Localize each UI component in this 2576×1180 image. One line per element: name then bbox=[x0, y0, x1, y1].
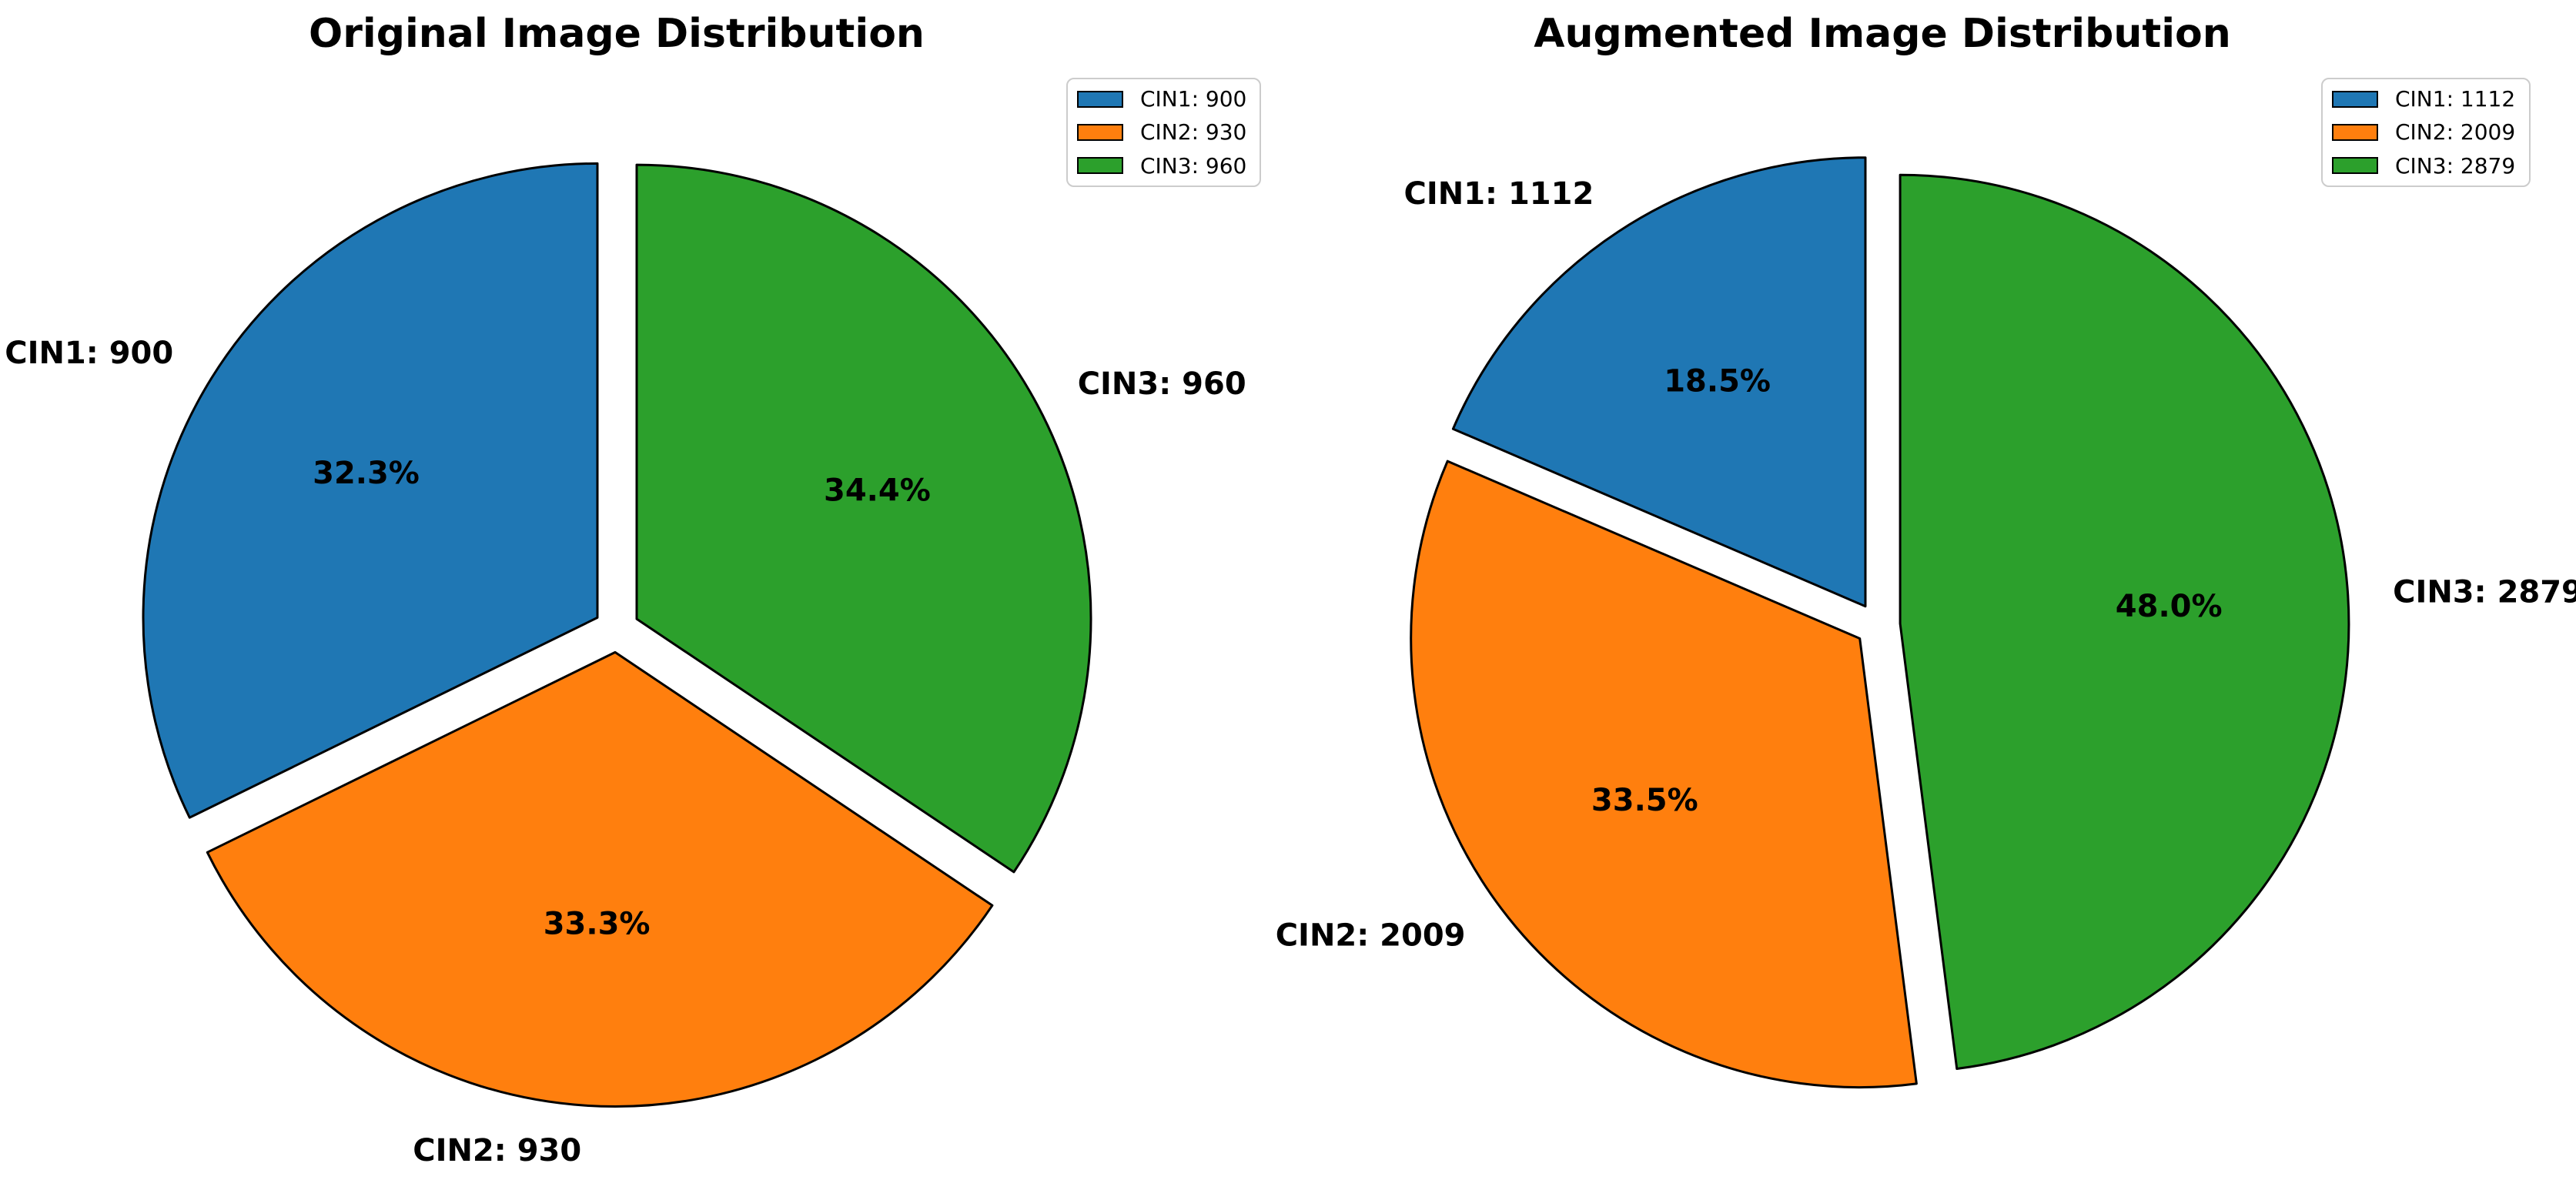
legend-item-cin2: CIN2: 2009 bbox=[2332, 115, 2520, 149]
pie-wedge-cin1 bbox=[142, 162, 599, 819]
pct-label-cin3: 48.0% bbox=[2116, 589, 2223, 624]
slice-label-cin1: CIN1: 1112 bbox=[1404, 176, 1594, 212]
pct-label-cin3: 34.4% bbox=[824, 473, 931, 509]
legend-swatch-cin2 bbox=[2332, 123, 2378, 141]
slice-label-cin2: CIN2: 930 bbox=[413, 1133, 581, 1168]
legend-label: CIN2: 930 bbox=[1140, 119, 1247, 145]
pie-wedge-cin3 bbox=[635, 163, 1092, 874]
legend-swatch-cin2 bbox=[1077, 123, 1123, 141]
legend-label: CIN3: 960 bbox=[1140, 152, 1247, 179]
pct-label-cin2: 33.5% bbox=[1591, 783, 1698, 818]
pie-wedge-cin1 bbox=[1451, 156, 1867, 608]
legend-label: CIN1: 1112 bbox=[2395, 86, 2516, 112]
pie-wedge-cin2 bbox=[1410, 460, 1918, 1089]
chart-title-augmented: Augmented Image Distribution bbox=[1534, 11, 2231, 57]
pct-label-cin2: 33.3% bbox=[544, 907, 651, 942]
slice-label-cin1: CIN1: 900 bbox=[5, 336, 173, 371]
legend-item-cin3: CIN3: 960 bbox=[1077, 149, 1250, 182]
slice-label-cin2: CIN2: 2009 bbox=[1276, 918, 1466, 953]
legend-item-cin1: CIN1: 900 bbox=[1077, 82, 1250, 115]
legend-label: CIN2: 2009 bbox=[2395, 119, 2516, 145]
pie-wedge-cin3 bbox=[1899, 173, 2350, 1070]
slice-label-cin3: CIN3: 2879 bbox=[2393, 575, 2576, 610]
chart-title-original: Original Image Distribution bbox=[309, 11, 925, 57]
pct-label-cin1: 18.5% bbox=[1664, 364, 1771, 399]
legend-swatch-cin1 bbox=[1077, 90, 1123, 108]
pct-label-cin1: 32.3% bbox=[313, 456, 420, 491]
legend-augmented: CIN1: 1112 CIN2: 2009 CIN3: 2879 bbox=[2321, 78, 2531, 187]
legend-item-cin1: CIN1: 1112 bbox=[2332, 82, 2520, 115]
legend-original: CIN1: 900 CIN2: 930 CIN3: 960 bbox=[1066, 78, 1261, 187]
legend-swatch-cin3 bbox=[2332, 157, 2378, 175]
legend-label: CIN1: 900 bbox=[1140, 86, 1247, 112]
legend-swatch-cin3 bbox=[1077, 157, 1123, 175]
legend-item-cin2: CIN2: 930 bbox=[1077, 115, 1250, 149]
legend-swatch-cin1 bbox=[2332, 90, 2378, 108]
slice-label-cin3: CIN3: 960 bbox=[1078, 366, 1246, 402]
legend-label: CIN3: 2879 bbox=[2395, 152, 2516, 179]
legend-item-cin3: CIN3: 2879 bbox=[2332, 149, 2520, 182]
pie-wedge-cin2 bbox=[206, 650, 994, 1108]
